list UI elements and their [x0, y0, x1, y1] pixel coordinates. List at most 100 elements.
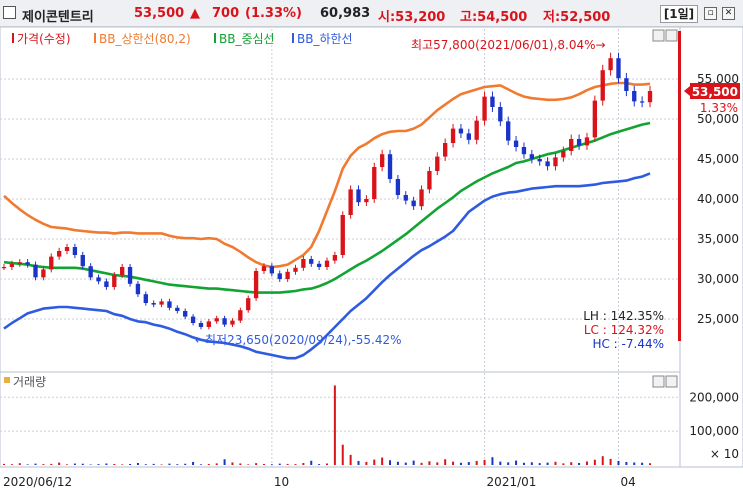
y-tick-label: 50,000: [697, 112, 739, 126]
volume-bar: [641, 462, 644, 465]
volume-bar: [73, 463, 76, 465]
volume-bar: [129, 464, 132, 465]
high-price: 고:54,500: [460, 10, 528, 25]
volume-bar: [609, 458, 612, 465]
volume-bar: [554, 461, 557, 465]
volume-bar: [483, 459, 486, 465]
volume-bar: [562, 463, 565, 465]
up-arrow-icon: ▲: [190, 6, 200, 21]
volume-bar: [255, 463, 258, 465]
volume-bar: [160, 464, 163, 465]
series-line: [3, 172, 651, 360]
legend-label: 가격(수정): [17, 32, 71, 46]
legend-swatch: [94, 33, 96, 43]
y-tick-label: 30,000: [697, 272, 739, 286]
volume-bar: [515, 460, 518, 465]
volume-bar: [278, 463, 281, 465]
lc-stat: LC : 124.32%: [584, 323, 664, 337]
volume-bar: [507, 462, 510, 465]
legend-swatch: [214, 33, 216, 43]
volume-bar: [3, 463, 5, 465]
select-checkbox[interactable]: [3, 6, 16, 19]
y-tick-label: 40,000: [697, 192, 739, 206]
price-candle: [435, 156, 440, 171]
volume-bar: [168, 463, 171, 465]
price-candle: [332, 255, 338, 261]
volume-bar: [412, 460, 415, 465]
panel-close-button[interactable]: [665, 29, 678, 42]
period-selector[interactable]: [1일]: [660, 5, 698, 23]
price-candle: [458, 128, 464, 134]
price-candle: [474, 120, 479, 140]
price-candle: [537, 159, 542, 162]
price-candle: [340, 215, 345, 255]
volume-bar: [530, 462, 533, 465]
volume-scroll-up-button[interactable]: [652, 375, 665, 388]
restore-window-button[interactable]: ▫: [704, 7, 717, 20]
price-candle: [608, 58, 613, 71]
volume-bar: [199, 464, 202, 465]
volume-bar: [192, 462, 195, 465]
volume-bar: [294, 464, 297, 465]
current-price: 53,500: [134, 6, 185, 21]
volume-bar: [491, 457, 494, 465]
volume-bar: [578, 462, 581, 465]
price-candle: [33, 264, 38, 278]
close-window-button[interactable]: ✕: [722, 7, 735, 20]
volume-tick-label: 200,000: [689, 390, 739, 404]
volume-bar: [601, 456, 604, 465]
price-candle: [443, 143, 448, 157]
volume-close-button[interactable]: [665, 375, 678, 388]
right-scroll-bar[interactable]: [678, 31, 681, 341]
price-candle: [127, 267, 133, 284]
price-candle: [206, 321, 211, 327]
volume-bar: [522, 462, 525, 465]
stock-name[interactable]: 제이콘텐트리: [22, 10, 94, 25]
price-candle: [639, 101, 645, 103]
volume-bar: [444, 459, 447, 465]
volume-bar: [34, 463, 37, 465]
current-price-label: 53,500: [692, 85, 738, 99]
volume-bar: [373, 459, 376, 465]
volume-bar: [326, 463, 328, 465]
price-candle: [584, 137, 590, 146]
hc-stat: HC : -7.44%: [592, 337, 664, 351]
volume-bar: [286, 463, 289, 465]
price-candle: [616, 58, 621, 79]
legend-label: BB_중심선: [219, 32, 275, 46]
volume-bar: [113, 463, 116, 465]
price-candle: [316, 263, 322, 267]
y-tick-label: 35,000: [697, 232, 739, 246]
panel-scroll-up-button[interactable]: [652, 29, 665, 42]
price-candle: [387, 154, 393, 179]
volume-bar: [475, 460, 478, 465]
price-candle: [395, 179, 401, 195]
volume-bar: [26, 464, 29, 465]
price-candle: [293, 267, 298, 272]
price-candle: [285, 271, 290, 279]
volume-bar: [593, 459, 596, 465]
volume-bar: [18, 463, 21, 465]
price-candle: [88, 266, 93, 278]
volume-bar: [452, 461, 455, 465]
volume-panel-title: 거래량: [13, 375, 46, 389]
y-tick-label: 25,000: [697, 312, 739, 326]
price-candle: [120, 267, 125, 275]
price-candle: [364, 199, 369, 203]
open-price: 시:53,200: [378, 10, 446, 25]
price-candle: [25, 262, 30, 265]
volume-bar: [270, 464, 273, 465]
price-candle: [356, 189, 361, 203]
volume-bar: [649, 463, 651, 465]
volume-bar: [10, 464, 13, 465]
volume-bar: [144, 464, 147, 465]
price-candle: [277, 273, 282, 279]
volume-bar: [302, 463, 305, 465]
price-candle: [230, 320, 235, 325]
price-candle: [553, 157, 558, 167]
volume-bar: [262, 463, 265, 465]
volume-bar: [176, 464, 179, 465]
price-candle: [214, 318, 219, 322]
price-candle: [490, 96, 495, 107]
volume-bar: [357, 460, 360, 465]
